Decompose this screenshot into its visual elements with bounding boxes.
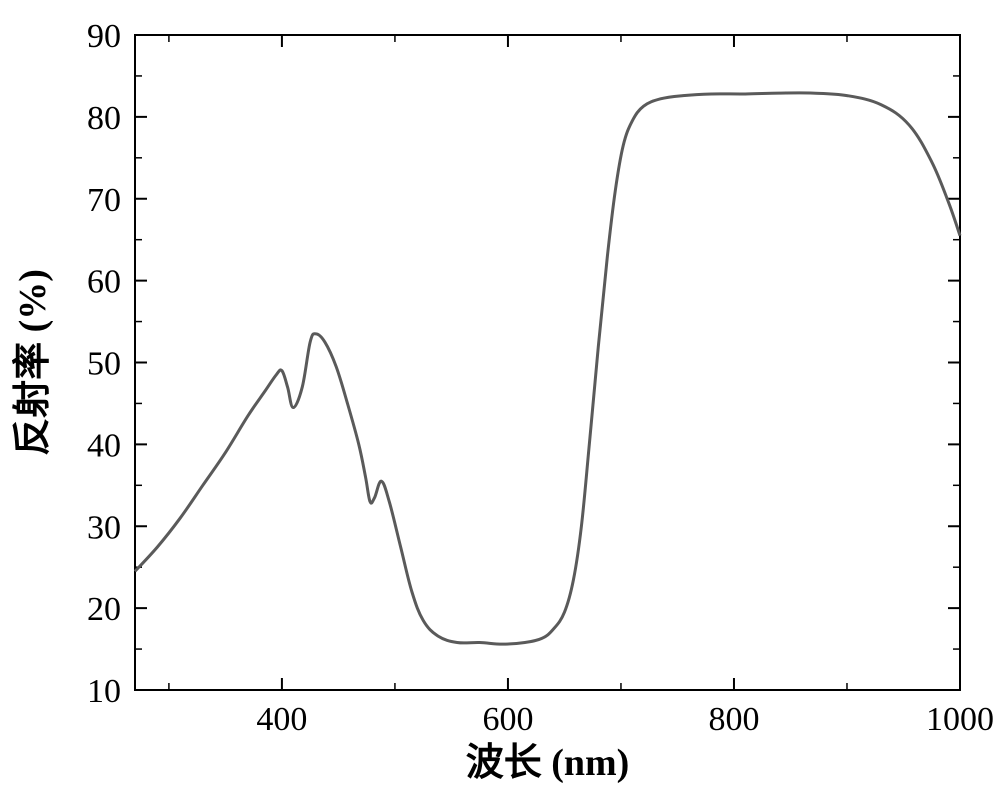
- x-tick-label: 400: [256, 701, 307, 738]
- x-tick-label: 1000: [926, 701, 994, 738]
- y-tick-label: 70: [87, 182, 121, 219]
- y-tick-label: 40: [87, 427, 121, 464]
- y-axis-label: 反射率 (%): [12, 269, 54, 456]
- y-tick-label: 60: [87, 264, 121, 301]
- y-tick-label: 80: [87, 100, 121, 137]
- y-tick-label: 30: [87, 509, 121, 546]
- reflectance-chart: 400 600 800 1000 10 20 30 40 50 60 70 80 90 波长 (nm) 反射…: [0, 0, 1000, 794]
- plot-frame: [135, 35, 960, 690]
- y-tick-label: 90: [87, 18, 121, 55]
- x-axis-label: 波长 (nm): [466, 742, 630, 784]
- y-tick-label: 20: [87, 591, 121, 628]
- y-tick-label: 50: [87, 346, 121, 383]
- x-tick-label: 800: [708, 701, 759, 738]
- x-tick-label: 600: [482, 701, 533, 738]
- y-tick-label: 10: [87, 673, 121, 710]
- reflectance-curve: [135, 93, 960, 644]
- chart-svg: 400 600 800 1000 10 20 30 40 50 60 70 80 90 波长 (nm) 反射…: [0, 0, 1000, 794]
